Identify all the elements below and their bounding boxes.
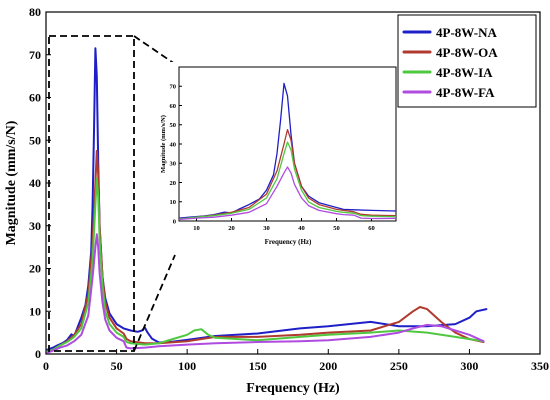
- zoom-indicator: [48, 35, 176, 352]
- zoom-connector-bottom: [133, 254, 176, 352]
- inset-x-tick-label: 40: [298, 225, 305, 232]
- inset-y-tick-label: 40: [170, 141, 177, 148]
- legend-item-oa: 4P-8W-OA: [402, 45, 498, 60]
- main-x-tick-label: 50: [111, 359, 123, 373]
- main-series-4p-8w-na: [46, 47, 488, 351]
- main-y-tick-label: 30: [29, 219, 41, 233]
- main-x-tick-label: 350: [531, 359, 549, 373]
- inset-plot: 10 20 30 40 50 60 0 10 20 30 40 50 60 70 Frequency (H…: [160, 62, 400, 252]
- inset-series-lines: [179, 82, 396, 221]
- inset-y-tick-label: 30: [170, 161, 177, 168]
- inset-axis-ticks: 10 20 30 40 50 60 0 10 20 30 40 50 60 70: [170, 84, 375, 232]
- inset-x-axis-label: Frequency (Hz): [265, 238, 312, 246]
- main-series-group: [46, 47, 488, 354]
- main-y-axis-label: Magnitude (mm/s/N): [4, 120, 19, 245]
- legend-label-na: 4P-8W-NA: [436, 25, 498, 40]
- inset-series-group: [179, 82, 396, 221]
- inset-y-tick-label: 60: [170, 103, 177, 110]
- main-y-tick-label: 50: [29, 133, 41, 147]
- inset-series-4p-8w-ia: [179, 141, 396, 220]
- inset-y-tick-label: 10: [170, 199, 177, 206]
- legend-item-fa: 4P-8W-FA: [402, 85, 495, 100]
- inset-x-tick-label: 30: [263, 225, 270, 232]
- inset-y-tick-label: 70: [170, 84, 177, 91]
- main-x-tick-label: 150: [249, 359, 267, 373]
- main-x-tick-label: 100: [178, 359, 196, 373]
- main-series-4p-8w-oa: [46, 149, 485, 353]
- main-y-tick-label: 70: [29, 48, 41, 62]
- main-y-tick-label: 10: [29, 304, 41, 318]
- inset-y-tick-label: 0: [173, 218, 176, 225]
- chart-legend: 4P-8W-NA 4P-8W-OA 4P-8W-IA 4P-8W-FA: [397, 14, 537, 108]
- inset-x-tick-label: 20: [228, 225, 235, 232]
- main-y-tick-label: 40: [29, 176, 41, 190]
- inset-y-tick-label: 20: [170, 180, 177, 187]
- legend-label-oa: 4P-8W-OA: [436, 45, 498, 60]
- legend-label-fa: 4P-8W-FA: [436, 85, 495, 100]
- legend-item-ia: 4P-8W-IA: [402, 65, 493, 80]
- main-y-tick-label: 20: [29, 262, 41, 276]
- main-series-4p-8w-fa: [46, 233, 485, 354]
- inset-series-4p-8w-fa: [179, 166, 396, 221]
- main-y-tick-label: 60: [29, 91, 41, 105]
- main-x-tick-label: 300: [460, 359, 478, 373]
- inset-y-axis-label: Magnitude (mm/s/N): [160, 115, 167, 173]
- inset-series-4p-8w-na: [179, 82, 396, 219]
- legend-label-ia: 4P-8W-IA: [436, 65, 493, 80]
- main-y-tick-label: 0: [35, 347, 41, 361]
- main-x-axis-label: Frequency (Hz): [246, 381, 340, 396]
- main-x-tick-label: 0: [43, 359, 49, 373]
- zoom-connector-top: [133, 35, 176, 65]
- main-series-lines: [46, 47, 488, 354]
- main-series-4p-8w-ia: [46, 177, 485, 353]
- main-x-tick-label: 250: [390, 359, 408, 373]
- zoom-region-box: [48, 35, 135, 352]
- inset-y-tick-label: 50: [170, 122, 177, 129]
- main-x-tick-label: 200: [319, 359, 337, 373]
- legend-item-na: 4P-8W-NA: [402, 25, 498, 40]
- inset-series-4p-8w-oa: [179, 128, 396, 220]
- inset-x-tick-label: 10: [193, 225, 200, 232]
- inset-x-tick-label: 50: [333, 225, 340, 232]
- inset-x-tick-label: 60: [368, 225, 375, 232]
- main-y-tick-label: 80: [29, 5, 41, 19]
